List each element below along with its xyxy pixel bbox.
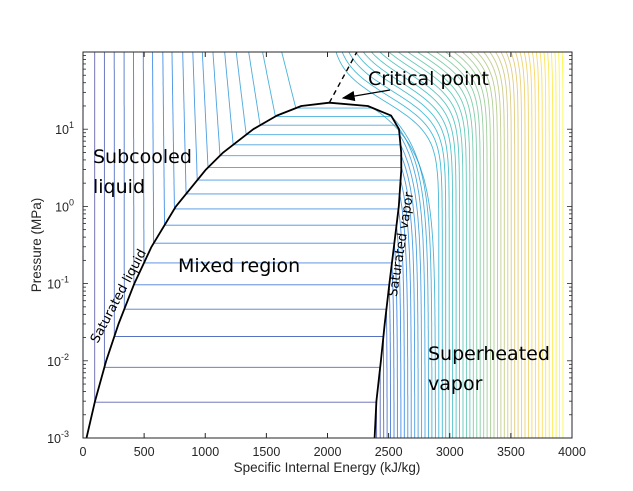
isotherm	[281, 52, 436, 438]
isotherm	[171, 52, 405, 438]
isotherm	[515, 52, 523, 438]
isotherm	[519, 52, 526, 438]
x-tick-label: 3000	[436, 445, 464, 459]
isotherm	[436, 52, 481, 438]
y-tick-label: 101	[55, 120, 74, 137]
annotation-mixed-region: Mixed region	[178, 255, 300, 277]
x-axis-label: Specific Internal Energy (kJ/kg)	[234, 460, 421, 475]
isotherm	[531, 52, 536, 438]
isotherm	[398, 52, 467, 438]
isotherm	[123, 52, 388, 438]
y-axis-label: Pressure (MPa)	[29, 198, 44, 293]
plot-area	[83, 52, 572, 438]
x-tick-label: 4000	[558, 445, 586, 459]
isotherm	[535, 52, 540, 438]
x-tick-label: 2000	[314, 445, 342, 459]
isotherm	[554, 52, 557, 438]
isotherm	[212, 52, 419, 438]
isotherm	[348, 52, 447, 438]
isotherm	[248, 52, 429, 438]
isotherm	[561, 52, 564, 438]
isotherm	[362, 52, 454, 438]
isotherm	[483, 52, 502, 438]
isotherm	[335, 52, 440, 438]
x-tick-label: 500	[134, 445, 155, 459]
isotherm-group	[94, 52, 564, 438]
isotherm	[543, 52, 547, 438]
x-tick-label: 0	[80, 445, 87, 459]
isotherm	[371, 52, 457, 438]
y-tick-label: 100	[55, 197, 74, 214]
y-tick-label: 10-2	[47, 352, 69, 369]
x-tick-label: 2500	[375, 445, 403, 459]
isotherm	[407, 52, 471, 438]
annotation-superheated-2: vapor	[428, 373, 483, 395]
isotherm	[142, 52, 395, 438]
isotherm	[192, 52, 412, 438]
isotherm	[341, 52, 443, 438]
isotherm	[94, 52, 378, 438]
isotherm	[550, 52, 554, 438]
annotation-critical-point: Critical point	[368, 68, 489, 90]
isotherm	[489, 52, 505, 438]
isotherm	[224, 52, 423, 438]
isotherm	[469, 52, 495, 438]
annotation-subcooled-1: Subcooled	[93, 146, 192, 168]
critical-point-arrow	[341, 89, 391, 102]
isotherm	[547, 52, 550, 438]
isotherm	[388, 52, 464, 438]
isotherm	[201, 52, 416, 438]
isotherm	[182, 52, 409, 438]
isotherm	[495, 52, 509, 438]
isotherm	[539, 52, 543, 438]
isotherm	[426, 52, 478, 438]
isotherm	[558, 52, 560, 438]
isotherm	[355, 52, 450, 438]
axes-box	[82, 51, 573, 439]
isotherm	[500, 52, 512, 438]
isotherm	[133, 52, 391, 438]
saturation-dome-curve	[85, 101, 403, 438]
isotherm	[445, 52, 485, 438]
y-tick-label: 10-1	[47, 275, 69, 292]
isotherm	[417, 52, 474, 438]
critical-dashed-line	[328, 52, 358, 104]
isotherm	[235, 52, 426, 438]
isotherm	[113, 52, 385, 438]
isotherm	[505, 52, 516, 438]
y-tick-label: 10-3	[47, 429, 69, 446]
isotherm	[379, 52, 460, 438]
isotherm	[523, 52, 529, 438]
isotherm	[476, 52, 498, 438]
isotherm	[527, 52, 533, 438]
annotation-superheated-1: Superheated	[428, 343, 550, 365]
isotherm	[453, 52, 488, 438]
x-tick-label: 1500	[252, 445, 280, 459]
isotherm	[510, 52, 519, 438]
isotherm	[162, 52, 402, 438]
x-tick-label: 1000	[191, 445, 219, 459]
x-tick-label: 3500	[497, 445, 525, 459]
saturation-dome-group	[85, 52, 403, 438]
annotation-subcooled-2: liquid	[93, 176, 145, 198]
isotherm	[462, 52, 492, 438]
